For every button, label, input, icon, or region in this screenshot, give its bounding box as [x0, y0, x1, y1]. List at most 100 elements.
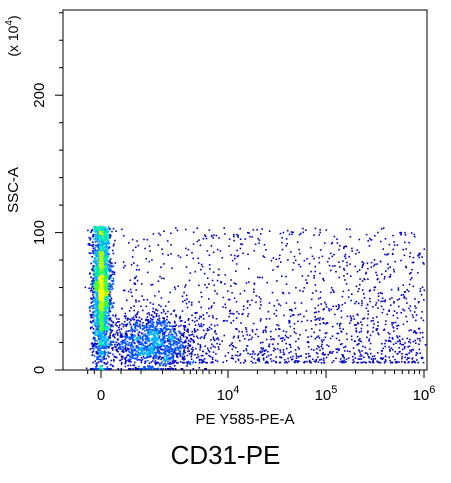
- event-dot: [105, 328, 108, 331]
- event-dot: [92, 235, 95, 237]
- event-dot: [102, 261, 104, 263]
- event-dot: [102, 308, 104, 311]
- event-dot: [160, 357, 163, 359]
- event-dot: [279, 349, 281, 351]
- event-dot: [112, 335, 114, 337]
- event-dot: [182, 353, 184, 356]
- event-dot: [88, 252, 91, 254]
- event-dot: [367, 330, 369, 332]
- event-dot: [113, 358, 115, 361]
- event-dot: [162, 333, 165, 335]
- event-dot: [401, 355, 403, 358]
- event-dot: [107, 322, 109, 324]
- event-dot: [93, 271, 96, 274]
- event-dot: [325, 323, 327, 325]
- event-dot: [100, 325, 103, 327]
- event-dot: [396, 299, 399, 301]
- event-dot: [244, 359, 246, 361]
- event-dot: [102, 287, 104, 290]
- event-dot: [173, 339, 176, 342]
- event-dot: [322, 317, 325, 320]
- event-dot: [408, 345, 411, 347]
- event-dot: [187, 346, 189, 349]
- event-dot: [126, 354, 129, 356]
- event-dot: [96, 331, 99, 334]
- event-dot: [179, 355, 182, 357]
- event-dot: [109, 317, 112, 319]
- event-dot: [101, 279, 104, 281]
- event-dot: [191, 319, 194, 322]
- event-dot: [409, 341, 412, 344]
- event-dot: [103, 358, 105, 360]
- event-dot: [153, 321, 155, 324]
- event-dot: [239, 247, 242, 250]
- event-dot: [363, 293, 365, 295]
- event-dot: [95, 317, 98, 319]
- event-dot: [244, 238, 247, 240]
- event-dot: [145, 345, 148, 348]
- event-dot: [172, 362, 174, 365]
- event-dot: [421, 331, 424, 334]
- event-dot: [104, 324, 107, 327]
- event-dot: [98, 239, 101, 242]
- event-dot: [307, 274, 309, 277]
- event-dot: [104, 314, 106, 316]
- event-dot: [94, 304, 97, 307]
- event-dot: [132, 357, 135, 360]
- event-dot: [160, 345, 163, 348]
- event-dot: [185, 361, 188, 364]
- event-dot: [405, 265, 407, 268]
- event-dot: [236, 249, 238, 252]
- event-dot: [92, 243, 94, 246]
- event-dot: [213, 338, 215, 340]
- event-dot: [147, 322, 149, 325]
- event-dot: [108, 253, 110, 256]
- event-dot: [94, 251, 97, 253]
- event-dot: [109, 270, 111, 273]
- event-dot: [147, 349, 150, 352]
- event-dot: [95, 280, 97, 282]
- event-dot: [230, 357, 233, 359]
- event-dot: [202, 314, 204, 316]
- event-dot: [365, 361, 367, 364]
- event-dot: [95, 265, 97, 267]
- event-dot: [251, 236, 253, 238]
- event-dot: [321, 341, 323, 343]
- event-dot: [152, 337, 154, 339]
- event-dot: [355, 329, 357, 332]
- event-dot: [156, 309, 159, 312]
- event-dot: [100, 347, 102, 349]
- event-dot: [106, 271, 108, 274]
- event-dot: [276, 323, 278, 326]
- event-dot: [367, 310, 369, 312]
- event-dot: [285, 331, 288, 333]
- event-dot: [203, 337, 205, 340]
- event-dot: [99, 249, 102, 252]
- event-dot: [90, 283, 92, 286]
- event-dot: [124, 347, 127, 350]
- event-dot: [98, 347, 101, 350]
- event-dot: [101, 353, 104, 355]
- event-dot: [146, 354, 149, 356]
- event-dot: [102, 306, 105, 309]
- event-dot: [170, 313, 172, 315]
- event-dot: [102, 262, 105, 264]
- event-dot: [337, 332, 340, 335]
- event-dot: [93, 267, 95, 269]
- event-dot: [96, 235, 99, 237]
- event-dot: [367, 313, 370, 315]
- event-dot: [146, 338, 148, 340]
- event-dot: [201, 354, 204, 357]
- event-dot: [370, 320, 373, 322]
- event-dot: [144, 247, 146, 250]
- event-dot: [224, 283, 226, 285]
- event-dot: [103, 285, 106, 287]
- event-dot: [315, 324, 317, 326]
- event-dot: [154, 295, 156, 297]
- event-dot: [313, 234, 315, 236]
- event-dot: [295, 353, 297, 355]
- event-dot: [238, 312, 240, 315]
- event-dot: [121, 346, 123, 348]
- event-dot: [202, 329, 205, 332]
- event-dot: [242, 335, 244, 337]
